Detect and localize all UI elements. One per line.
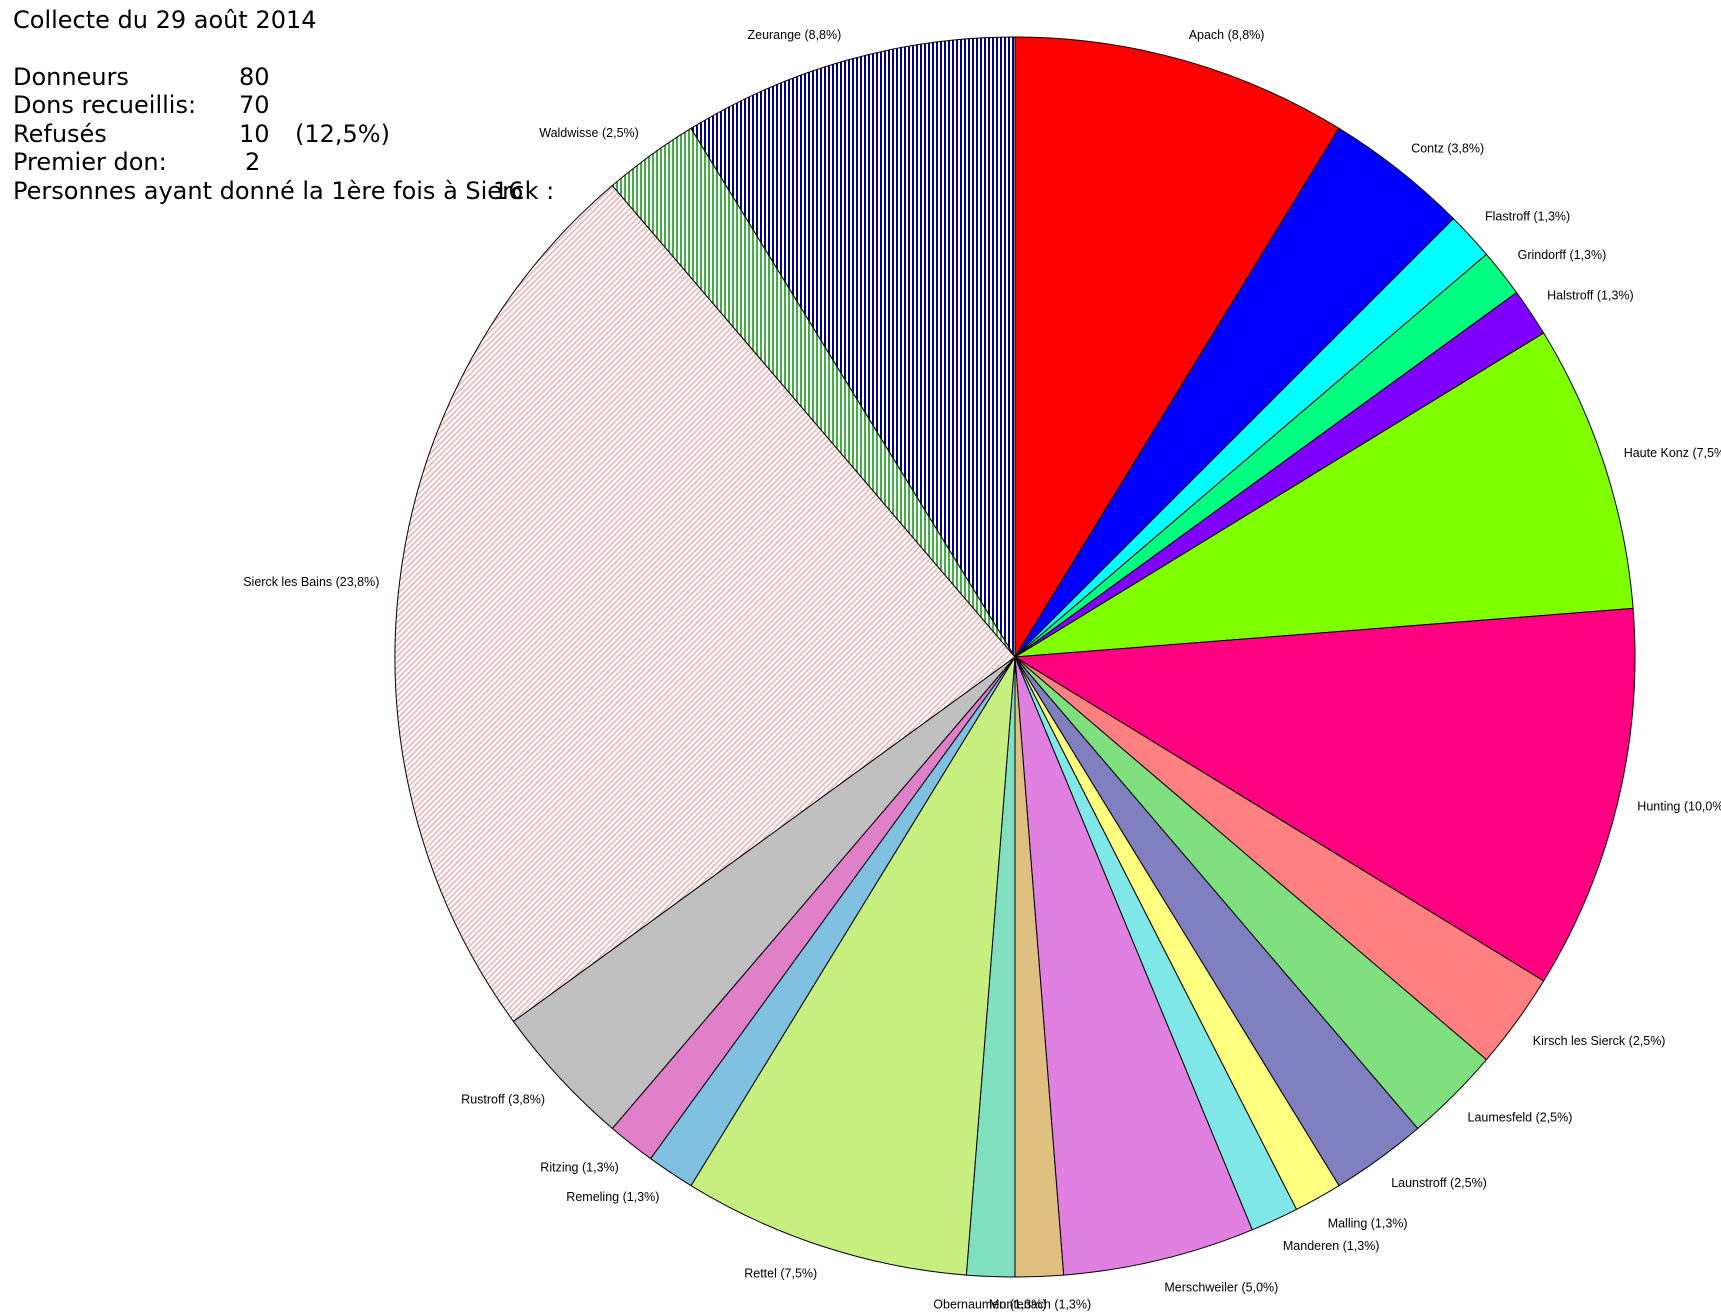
stat-extra: (12,5%) bbox=[295, 119, 390, 148]
pie-label-hunting: Hunting (10,0%) bbox=[1637, 799, 1721, 813]
pie-label-haute-konz: Haute Konz (7,5%) bbox=[1624, 446, 1721, 460]
pie-slice-rettel bbox=[690, 656, 1016, 1276]
pie-label-manderen: Manderen (1,3%) bbox=[1283, 1239, 1380, 1253]
stat-row-premier-don: Premier don: 2 bbox=[13, 148, 317, 177]
pie-label-malling: Malling (1,3%) bbox=[1328, 1216, 1408, 1230]
pie-label-waldwisse: Waldwisse (2,5%) bbox=[539, 126, 639, 140]
pie-label-grindorff: Grindorff (1,3%) bbox=[1518, 248, 1607, 262]
pie-slice-apach bbox=[1014, 36, 1340, 659]
stat-value: 16 bbox=[493, 176, 524, 205]
pie-label-laumesfeld: Laumesfeld (2,5%) bbox=[1468, 1111, 1573, 1125]
stat-value: 2 bbox=[245, 148, 261, 176]
pie-slice-zeurange bbox=[690, 36, 1016, 659]
stat-label: Premier don: bbox=[13, 148, 167, 176]
stat-row-donneurs: Donneurs 80 bbox=[13, 63, 317, 92]
pie-label-halstroff: Halstroff (1,3%) bbox=[1547, 288, 1634, 302]
pie-slices bbox=[394, 36, 1636, 1278]
collection-title: Collecte du 29 août 2014 bbox=[13, 6, 317, 34]
pie-slice-sierck-les-bains bbox=[394, 184, 1016, 1023]
pie-label-ritzing: Ritzing (1,3%) bbox=[540, 1161, 619, 1175]
stat-label: Donneurs bbox=[13, 62, 129, 91]
stat-row-premiere-fois: Personnes ayant donné la 1ère fois à Sie… bbox=[13, 177, 554, 206]
stat-value: 80 bbox=[239, 62, 270, 91]
pie-label-contz: Contz (3,8%) bbox=[1411, 141, 1484, 155]
pie-label-zeurange: Zeurange (8,8%) bbox=[747, 28, 841, 42]
stat-label: Dons recueillis: bbox=[13, 91, 197, 119]
pie-label-launstroff: Launstroff (2,5%) bbox=[1391, 1176, 1487, 1190]
pie-label-rustroff: Rustroff (3,8%) bbox=[461, 1092, 545, 1106]
pie-label-apach: Apach (8,8%) bbox=[1189, 28, 1265, 42]
pie-label-merschweiler: Merschweiler (5,0%) bbox=[1164, 1280, 1278, 1294]
pie-label-flastroff: Flastroff (1,3%) bbox=[1485, 210, 1570, 224]
pie-label-remeling: Remeling (1,3%) bbox=[566, 1190, 659, 1204]
pie-slice-haute-konz bbox=[1014, 332, 1634, 658]
pie-labels: Apach (8,8%) Contz (3,8%) Flastroff (1,3%)… bbox=[243, 28, 1721, 1312]
pie-slice-hunting bbox=[1013, 607, 1636, 982]
stat-row-dons: Dons recueillis: 70 bbox=[13, 91, 317, 120]
stat-row-refuses: Refusés 10 (12,5%) bbox=[13, 119, 390, 149]
stat-value: 10 bbox=[239, 119, 270, 148]
pie-label-montenach: Montenach (1,3%) bbox=[989, 1298, 1091, 1312]
pie-slice-merschweiler bbox=[1014, 656, 1253, 1276]
pie-label-sierck-les-bains: Sierck les Bains (23,8%) bbox=[243, 575, 379, 589]
pie-label-kirsch-les-sierck: Kirsch les Sierck (2,5%) bbox=[1533, 1034, 1666, 1048]
pie-label-rettel: Rettel (7,5%) bbox=[744, 1267, 817, 1281]
stat-value: 70 bbox=[239, 91, 270, 119]
stat-label: Personnes ayant donné la 1ère fois à Sie… bbox=[13, 176, 555, 205]
stat-label: Refusés bbox=[13, 119, 107, 148]
pie-label-obernaumen: Obernaumen (1,3%) bbox=[933, 1298, 1046, 1312]
stats-block: Collecte du 29 août 2014 Donneurs 80 Don… bbox=[13, 6, 554, 206]
